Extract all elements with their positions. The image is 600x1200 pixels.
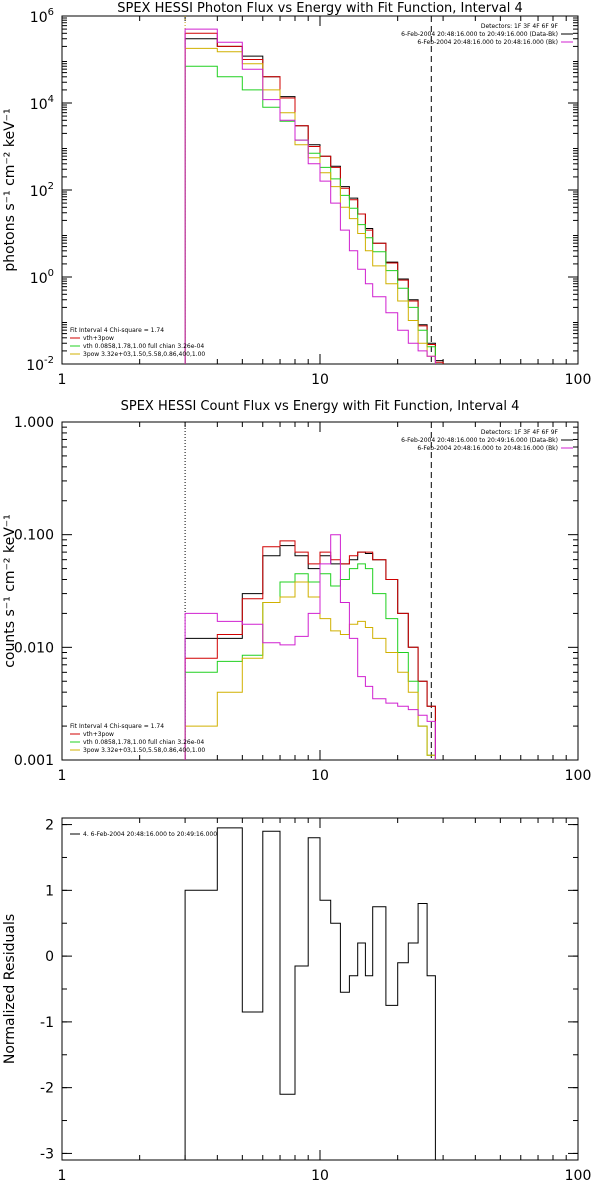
x-tick-label: 100 <box>565 372 592 388</box>
x-tick-label: 10 <box>311 768 329 784</box>
legend-bottom-left-text: 3pow 3.32e+03,1.50,5.58,0.86,400,1.00 <box>83 747 205 754</box>
legend-top-right-text: Detectors: 1F 3F 4F 6F 9F <box>481 23 559 30</box>
legend-bottom-left-text: vth 0.0858,1.78,1.00 full chian 3.26e-04 <box>83 343 204 350</box>
legend-bottom-left-text: Fit Interval 4 Chi-square = 1.74 <box>70 723 164 730</box>
legend-top-right-text: 6-Feb-2004 20:48:16.000 to 20:48:16.000 … <box>417 445 558 452</box>
series-group <box>184 534 444 760</box>
y-tick-label: 0.100 <box>14 528 54 544</box>
y-tick-label: 0.010 <box>14 640 54 656</box>
series-line-data-bk <box>184 38 444 364</box>
y-tick-label: 0 <box>45 949 54 965</box>
chart-panel-2: SPEX HESSI Count Flux vs Energy with Fit… <box>2 399 591 784</box>
x-tick-label: 100 <box>565 1168 592 1184</box>
y-tick-label: 1 <box>45 883 54 899</box>
series-group <box>184 28 444 364</box>
y-tick-label: -3 <box>40 1146 54 1162</box>
series-line-3pow <box>184 581 444 760</box>
legend-top-right-text: Detectors: 1F 3F 4F 6F 9F <box>481 429 559 436</box>
x-tick-label: 10 <box>311 372 329 388</box>
series-line-vth-3pow <box>184 540 444 760</box>
series-line-bk <box>184 28 444 364</box>
series-line-data-bk <box>184 545 444 760</box>
legend-bottom-left-text: vth+3pow <box>83 731 114 738</box>
y-tick-label: 104 <box>30 94 54 113</box>
y-tick-label: 10-2 <box>26 355 54 374</box>
legend-top-right-text: 6-Feb-2004 20:48:16.000 to 20:49:16.000 … <box>401 437 558 444</box>
legend-top-right-text: 6-Feb-2004 20:48:16.000 to 20:49:16.000 … <box>401 31 558 38</box>
y-tick-label: 2 <box>45 818 54 834</box>
x-tick-label: 1 <box>58 1168 67 1184</box>
x-tick-label: 10 <box>311 1168 329 1184</box>
series-line-bk <box>184 534 444 760</box>
series-group <box>184 827 436 1160</box>
x-tick-label: 100 <box>565 768 592 784</box>
y-tick-label: 1.000 <box>14 415 54 431</box>
legend-bottom-left-text: vth+3pow <box>83 335 114 342</box>
y-tick-label: 102 <box>30 181 54 200</box>
y-axis-label: counts s⁻¹ cm⁻² keV⁻¹ <box>2 514 18 668</box>
plot-frame <box>61 15 579 365</box>
chart-panel-1: SPEX HESSI Photon Flux vs Energy with Fi… <box>2 1 591 388</box>
legend-top-right-text: 6-Feb-2004 20:48:16.000 to 20:48:16.000 … <box>417 39 558 46</box>
y-axis-label: Normalized Residuals <box>2 914 18 1064</box>
legend-bottom-left-text: vth 0.0858,1.78,1.00 full chian 3.26e-04 <box>83 739 204 746</box>
y-tick-label: 100 <box>30 268 54 287</box>
x-tick-label: 1 <box>58 372 67 388</box>
x-tick-label: 1 <box>58 768 67 784</box>
y-tick-label: 0.001 <box>14 753 54 769</box>
legend-bottom-left-text: Fit Interval 4 Chi-square = 1.74 <box>70 327 164 334</box>
legend-bottom-left-text: 3pow 3.32e+03,1.50,5.58,0.86,400,1.00 <box>83 351 205 358</box>
y-tick-label: 106 <box>30 7 54 26</box>
y-tick-label: -2 <box>40 1081 54 1097</box>
chart-title: SPEX HESSI Photon Flux vs Energy with Fi… <box>117 1 523 16</box>
legend-top-left-text: 4. 6-Feb-2004 20:48:16.000 to 20:49:16.0… <box>83 831 217 838</box>
y-axis-label: photons s⁻¹ cm⁻² keV⁻¹ <box>2 108 18 271</box>
y-tick-label: -1 <box>40 1015 54 1031</box>
series-line-vth <box>184 563 444 760</box>
series-line-vth <box>184 65 444 364</box>
series-line-residuals <box>184 827 436 1160</box>
chart-title: SPEX HESSI Count Flux vs Energy with Fit… <box>121 399 520 414</box>
series-line-vth-3pow <box>184 32 444 364</box>
series-line-3pow <box>184 47 444 364</box>
